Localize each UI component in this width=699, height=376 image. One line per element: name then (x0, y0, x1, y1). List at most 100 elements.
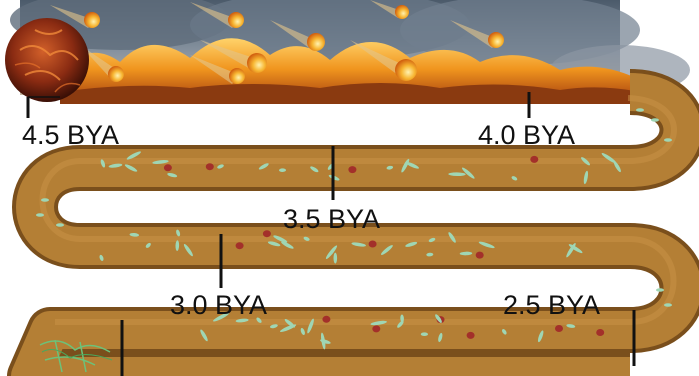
bacteria-icon (420, 332, 428, 337)
bacteria-icon (56, 223, 64, 227)
label-2-5-bya: 2.5 BYA (503, 290, 600, 320)
bacteria-icon (310, 166, 319, 173)
lava-fire (60, 38, 640, 104)
bacteria-icon (530, 155, 539, 163)
meteor-icon (200, 40, 267, 73)
meteor-icon (270, 20, 325, 51)
marker-4-0-bya: 4.0 BYA (478, 92, 575, 150)
bacteria-icon (267, 241, 281, 247)
bacteria-icon (333, 252, 338, 264)
bacteria-icon (435, 314, 442, 323)
bacteria-icon (583, 170, 589, 185)
bacteria-icon (372, 325, 381, 333)
bacteria-icon (613, 161, 621, 173)
bacteria-icon (511, 176, 518, 181)
meteor-icon (350, 40, 417, 81)
bacteria-icon (380, 245, 393, 255)
bacteria-icon (258, 163, 269, 170)
bacteria-icon (307, 318, 314, 334)
bacteria-icon (320, 332, 326, 350)
bacteria-icon (397, 320, 404, 328)
molten-earth-icon (5, 18, 89, 102)
timeline-tube (7, 69, 699, 376)
bacteria-icon (163, 164, 172, 172)
meteor-icon (50, 5, 100, 28)
meteor-icon (190, 55, 245, 84)
microbe-layer (36, 108, 672, 350)
label-4-5-bya: 4.5 BYA (22, 120, 119, 150)
marker-2-5-bya: 2.5 BYA (503, 290, 636, 366)
bacteria-icon (664, 303, 672, 307)
bacteria-icon (256, 317, 262, 323)
bacteria-icon (41, 198, 49, 202)
bacteria-icon (262, 230, 271, 238)
bacteria-icon (601, 153, 617, 164)
bacteria-icon (461, 167, 475, 179)
bacteria-icon (108, 163, 123, 168)
bacteria-icon (448, 232, 456, 243)
bacteria-icon (368, 240, 377, 248)
bacteria-icon (568, 244, 583, 254)
bacteria-icon (400, 314, 404, 323)
bacteria-icon (99, 254, 104, 261)
green-filament-icon (39, 339, 113, 373)
bacteria-icon (438, 332, 443, 343)
bacteria-icon (322, 315, 331, 323)
bacteria-icon (205, 163, 214, 171)
bacteria-icon (406, 162, 419, 169)
bacteria-icon (145, 242, 151, 248)
bacteria-icon (426, 252, 434, 257)
bacteria-icon (273, 235, 288, 243)
bacteria-icon (596, 329, 605, 336)
bacteria-icon (502, 329, 507, 335)
marker-3-5-bya: 3.5 BYA (283, 146, 380, 234)
marker-3-0-bya: 3.0 BYA (170, 234, 267, 320)
bacteria-icon (555, 325, 563, 332)
bacteria-icon (279, 168, 286, 173)
bacteria-icon (405, 241, 418, 247)
label-3-0-bya: 3.0 BYA (170, 290, 267, 320)
bacteria-icon (124, 164, 138, 172)
bacteria-icon (566, 324, 576, 328)
bacteria-icon (213, 312, 230, 322)
bacteria-icon (269, 324, 278, 329)
bacteria-icon (537, 330, 544, 343)
meteor-icon (450, 20, 504, 48)
bacteria-icon (129, 232, 140, 237)
bacteria-icon (656, 288, 664, 292)
bacteria-icon (651, 118, 659, 122)
bacteria-icon (235, 318, 249, 323)
bacteria-icon (448, 172, 466, 177)
bacteria-icon (176, 229, 181, 237)
bacteria-icon (348, 166, 357, 174)
bacteria-icon (351, 242, 366, 247)
label-4-0-bya: 4.0 BYA (478, 120, 575, 150)
bacteria-icon (126, 151, 141, 160)
bacteria-icon (183, 243, 193, 257)
bacteria-icon (36, 213, 44, 217)
bacteria-icon (279, 324, 297, 333)
meteor-icon (190, 2, 244, 28)
bacteria-icon (478, 241, 495, 249)
bacteria-icon (200, 329, 208, 342)
meteor-icon (370, 0, 409, 19)
bacteria-icon (303, 236, 310, 241)
bacteria-icon (167, 172, 178, 178)
bacteria-icon (664, 138, 672, 142)
bacteria-icon (100, 159, 106, 168)
bacteria-icon (428, 237, 436, 243)
bacteria-icon (370, 320, 387, 326)
bacteria-icon (281, 241, 294, 249)
bacteria-icon (636, 108, 644, 112)
marker-4-5-bya: 4.5 BYA (22, 96, 119, 150)
bacteria-icon (459, 251, 473, 256)
bacteria-icon (152, 160, 169, 164)
bacteria-icon (466, 331, 475, 339)
bacteria-icon (300, 327, 305, 336)
bacteria-icon (475, 251, 484, 259)
bacteria-icon (386, 165, 394, 170)
bacteria-icon (235, 242, 244, 250)
meteor-icon (80, 45, 124, 82)
